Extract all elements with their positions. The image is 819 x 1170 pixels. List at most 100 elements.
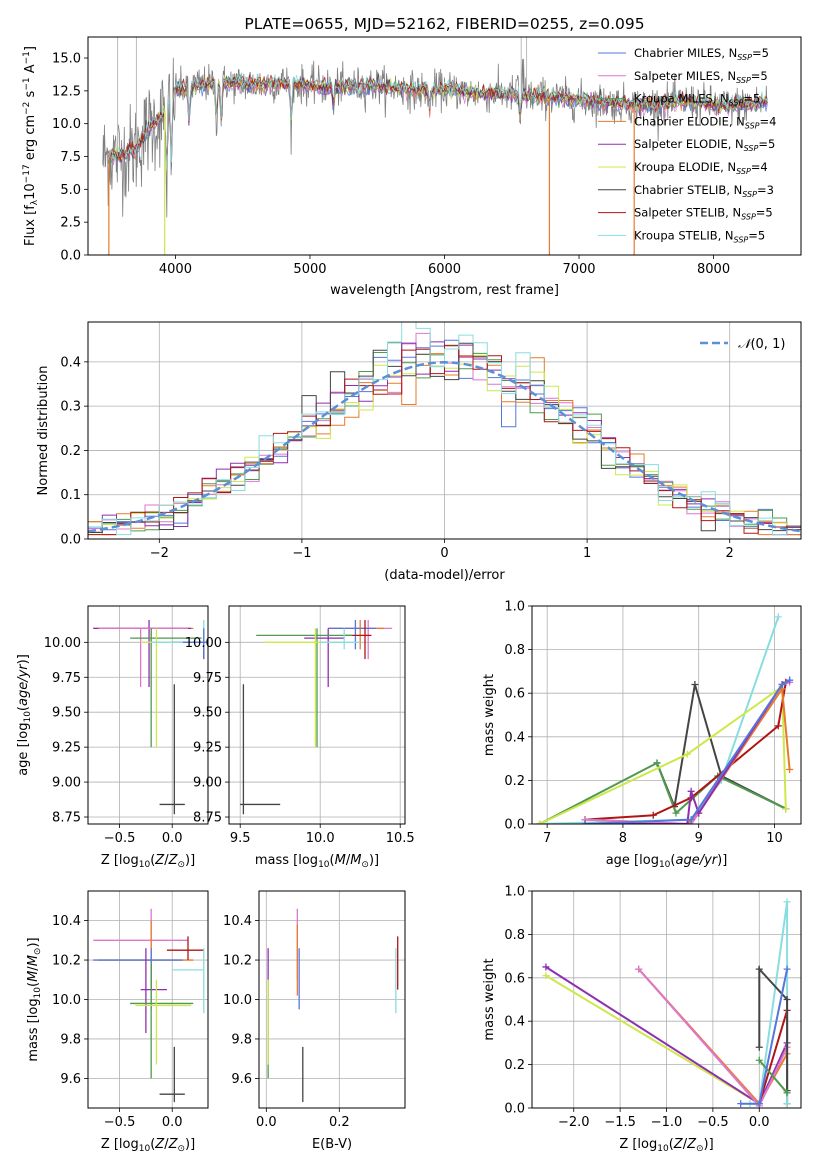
y-tick-label: 9.6: [60, 1072, 81, 1087]
weight-marker: [783, 898, 791, 906]
label-part: /: [346, 853, 351, 868]
x-tick-label: 7: [543, 831, 551, 846]
label-part: mass [log: [255, 853, 318, 868]
x-tick-label: −2: [150, 546, 169, 561]
weight-line: [584, 679, 791, 824]
y-tick-label: 8.75: [193, 811, 222, 826]
label-part: SSP: [742, 190, 757, 199]
label-part: /: [683, 1137, 688, 1152]
y-tick-label: 10.4: [223, 914, 252, 929]
errorbar-point: [159, 1046, 185, 1103]
panel-spectrum: 4000 5000 6000 7000 8000 0.0 2.5 5.0 7.5 10.0 12.5…: [22, 15, 802, 298]
panel-age_vs_mass: 9.5 10.0 10.5 8.75 9.00 9.25 9.50 9.75 10.00 mass…: [185, 605, 415, 870]
label-part: (: [150, 853, 155, 868]
label-part: SSP: [741, 213, 756, 222]
chart-title: PLATE=0655, MJD=52162, FIBERID=0255, z=0…: [244, 15, 644, 33]
weight-line: [539, 616, 780, 824]
label-part: =5: [758, 137, 775, 151]
y-axis-label: Normed distribution: [36, 366, 51, 496]
y-tick-label: 0.4: [504, 730, 525, 745]
weight-series: [653, 680, 790, 813]
y-tick-label: 7.5: [60, 150, 81, 165]
label-part: M: [26, 955, 41, 966]
y-tick-label: 0.3: [60, 400, 81, 415]
histogram-step: [88, 322, 801, 536]
weight-marker: [755, 1056, 763, 1064]
errorbar-point: [93, 948, 183, 1010]
weight-marker: [536, 820, 544, 824]
weight-line: [656, 684, 787, 811]
y-tick-label: 0.8: [504, 928, 525, 943]
panel-mass_vs_ebv: 0.0 0.2 9.6 9.8 10.0 10.2 10.4 E(B-V): [223, 890, 406, 1152]
x-tick-label: 6000: [428, 262, 461, 277]
y-tick-label: 0.0: [60, 249, 81, 264]
y-tick-label: 9.25: [52, 741, 81, 756]
label-part: SSP: [729, 99, 744, 108]
label-part: ⊙: [696, 1144, 704, 1154]
x-tick-label: 0.0: [162, 1115, 183, 1130]
x-tick-label: 0.0: [162, 831, 183, 846]
weight-marker: [783, 1089, 791, 1097]
y-tick-label: 10.2: [223, 954, 252, 969]
label-part: =4: [760, 114, 777, 128]
label-part: age [log: [606, 853, 659, 868]
weight-marker: [542, 963, 550, 971]
label-part: SSP: [736, 76, 751, 85]
panel-weight_vs_Z: −2.0 −1.5 −1.0 −0.5 0.0 0.0 0.2 0.4 0.6 0.8 1.0 mas…: [482, 885, 802, 1154]
weight-series: [581, 676, 794, 824]
x-tick-label: −0.5: [104, 831, 136, 846]
y-tick-label: 0.2: [504, 774, 525, 789]
label-part: )]: [704, 1137, 714, 1152]
errorbar-point: [264, 628, 345, 748]
label-part: /: [26, 966, 41, 971]
label-part: =5: [751, 69, 768, 83]
y-tick-label: 9.00: [193, 776, 222, 791]
weight-marker: [783, 1100, 791, 1108]
y-tick-label: 9.75: [193, 671, 222, 686]
x-tick-label: 2: [726, 546, 734, 561]
weight-marker: [691, 680, 699, 688]
panel-residuals: −2 −1 0 1 2 0.0 0.1 0.2 0.3 0.4 (data-model)/error…: [36, 321, 802, 583]
legend-entry: Kroupa MILES, NSSP=5: [634, 92, 760, 108]
weight-line: [584, 682, 787, 821]
x-tick-label: 4000: [159, 262, 192, 277]
errorbar-point: [182, 628, 206, 660]
label-part: Z: [154, 853, 165, 868]
weight-marker: [783, 965, 791, 973]
label-part: age [log: [16, 723, 31, 776]
histogram-step: [88, 342, 801, 533]
weight-marker: [653, 759, 661, 767]
label-part: Chabrier STELIB, N: [634, 183, 742, 197]
weight-series: [581, 678, 790, 824]
label-part: (: [16, 706, 31, 711]
label-part: (: [670, 853, 675, 868]
weight-marker: [635, 965, 643, 973]
label-part: Salpeter STELIB, N: [634, 206, 741, 220]
weight-marker: [755, 1043, 763, 1051]
y-tick-label: 9.50: [52, 706, 81, 721]
legend-entry: Kroupa ELODIE, NSSP=4: [634, 160, 768, 176]
normal-curve: [88, 361, 801, 533]
label-part: A: [23, 64, 38, 77]
errorbar-point: [328, 619, 377, 650]
x-axis-label: Z [log10(Z/Z⊙)]: [619, 1137, 713, 1154]
x-tick-label: 10.0: [306, 831, 335, 846]
panel-mass_vs_Z: −0.5 0.09.69.810.010.210.4Z [log10(Z/Z⊙)]…: [26, 890, 209, 1154]
label-part: erg cm: [23, 115, 38, 164]
errorbar-point: [98, 627, 188, 688]
weight-marker: [778, 680, 786, 688]
y-tick-label: 0.4: [504, 1015, 525, 1030]
weight-marker: [683, 750, 691, 758]
plot-area: [267, 908, 399, 1103]
legend-entry: 𝒩(0, 1): [738, 337, 785, 352]
label-part: /: [164, 1137, 169, 1152]
label-part: mass [log: [26, 998, 41, 1061]
weight-marker: [755, 965, 763, 973]
y-tick-label: 5.0: [60, 183, 81, 198]
label-part: (: [330, 853, 335, 868]
weight-series: [536, 759, 790, 824]
label-part: Kroupa ELODIE, N: [634, 160, 736, 174]
weight-marker: [786, 766, 794, 773]
